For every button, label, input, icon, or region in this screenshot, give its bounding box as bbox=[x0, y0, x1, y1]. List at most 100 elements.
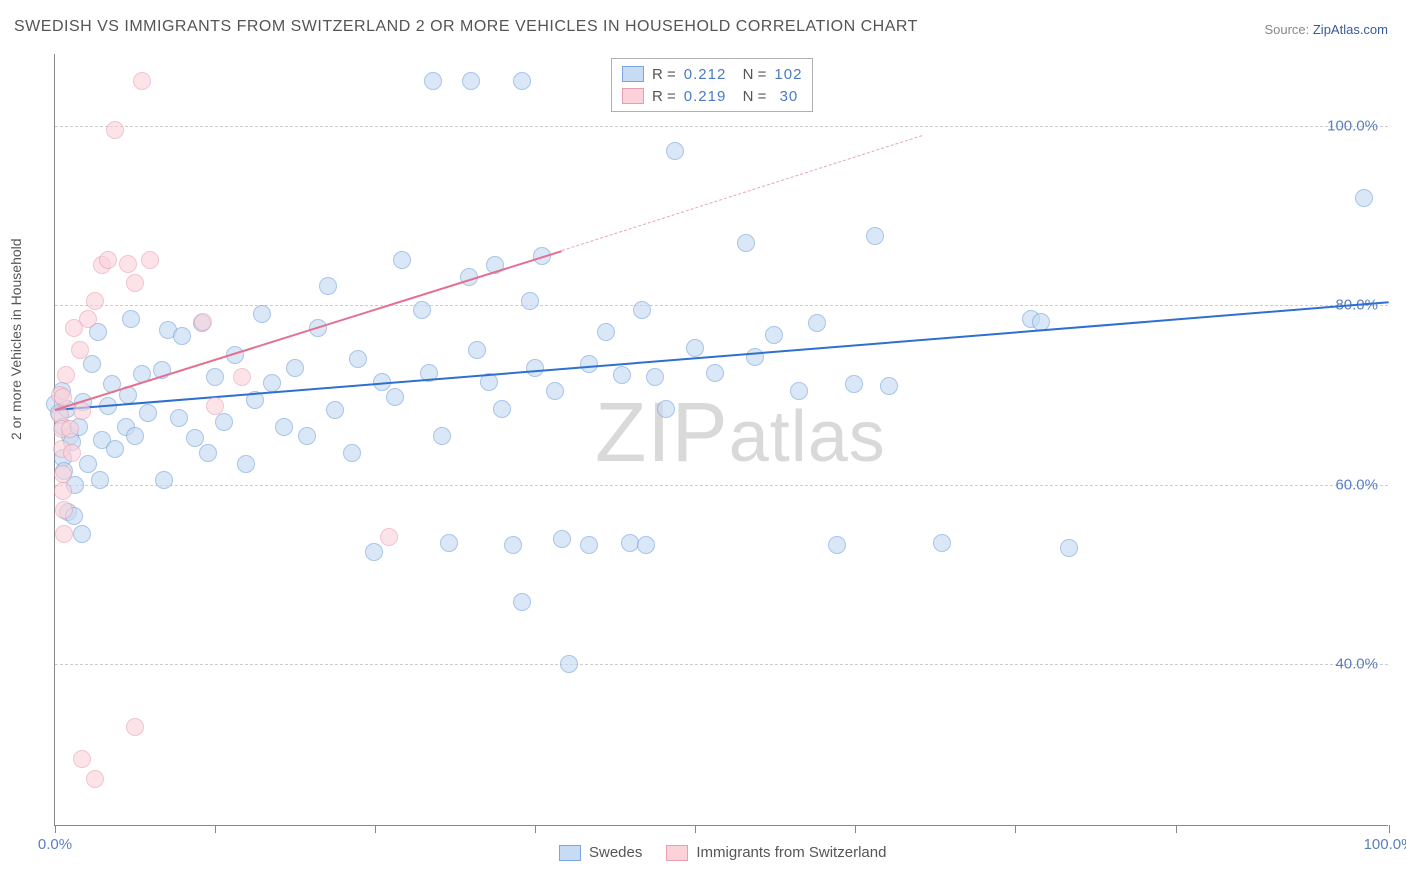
data-point bbox=[170, 409, 188, 427]
data-point bbox=[521, 292, 539, 310]
data-point bbox=[580, 355, 598, 373]
data-point bbox=[808, 314, 826, 332]
data-point bbox=[326, 401, 344, 419]
data-point bbox=[55, 525, 73, 543]
xtick bbox=[855, 825, 856, 833]
data-point bbox=[79, 310, 97, 328]
data-point bbox=[613, 366, 631, 384]
data-point bbox=[173, 327, 191, 345]
data-point bbox=[286, 359, 304, 377]
data-point bbox=[845, 375, 863, 393]
legend-item: Immigrants from Switzerland bbox=[666, 844, 886, 861]
data-point bbox=[493, 400, 511, 418]
data-point bbox=[349, 350, 367, 368]
data-point bbox=[386, 388, 404, 406]
data-point bbox=[83, 355, 101, 373]
data-point bbox=[513, 593, 531, 611]
data-point bbox=[380, 528, 398, 546]
data-point bbox=[298, 427, 316, 445]
data-point bbox=[55, 501, 73, 519]
data-point bbox=[91, 471, 109, 489]
plot-area: ZIPatlas 40.0%60.0%80.0%100.0%0.0%100.0%… bbox=[54, 54, 1388, 826]
data-point bbox=[86, 292, 104, 310]
data-point bbox=[597, 323, 615, 341]
data-point bbox=[433, 427, 451, 445]
data-point bbox=[253, 305, 271, 323]
legend-label: Immigrants from Switzerland bbox=[696, 844, 886, 861]
data-point bbox=[122, 310, 140, 328]
data-point bbox=[468, 341, 486, 359]
data-point bbox=[686, 339, 704, 357]
xtick bbox=[1389, 825, 1390, 833]
data-point bbox=[440, 534, 458, 552]
source-link[interactable]: ZipAtlas.com bbox=[1313, 22, 1388, 37]
data-point bbox=[155, 471, 173, 489]
data-point bbox=[206, 397, 224, 415]
data-point bbox=[828, 536, 846, 554]
data-point bbox=[424, 72, 442, 90]
data-point bbox=[73, 525, 91, 543]
xtick-label: 0.0% bbox=[38, 836, 72, 853]
data-point bbox=[462, 72, 480, 90]
data-point bbox=[513, 72, 531, 90]
data-point bbox=[233, 368, 251, 386]
xtick bbox=[1015, 825, 1016, 833]
data-point bbox=[237, 455, 255, 473]
data-point bbox=[343, 444, 361, 462]
source-label: Source: ZipAtlas.com bbox=[1264, 22, 1388, 37]
gridline bbox=[55, 485, 1388, 486]
data-point bbox=[57, 366, 75, 384]
data-point bbox=[790, 382, 808, 400]
data-point bbox=[546, 382, 564, 400]
data-point bbox=[73, 750, 91, 768]
data-point bbox=[106, 121, 124, 139]
xtick bbox=[215, 825, 216, 833]
ytick-label: 40.0% bbox=[1335, 656, 1378, 673]
data-point bbox=[54, 465, 72, 483]
data-point bbox=[215, 413, 233, 431]
gridline bbox=[55, 664, 1388, 665]
xtick bbox=[55, 825, 56, 833]
data-point bbox=[126, 427, 144, 445]
data-point bbox=[119, 255, 137, 273]
legend-series: Swedes Immigrants from Switzerland bbox=[559, 844, 886, 861]
xtick bbox=[375, 825, 376, 833]
data-point bbox=[657, 400, 675, 418]
data-point bbox=[504, 536, 522, 554]
xtick-label: 100.0% bbox=[1364, 836, 1406, 853]
data-point bbox=[275, 418, 293, 436]
xtick bbox=[695, 825, 696, 833]
data-point bbox=[1060, 539, 1078, 557]
data-point bbox=[141, 251, 159, 269]
data-point bbox=[54, 482, 72, 500]
data-point bbox=[1355, 189, 1373, 207]
legend-swatch bbox=[666, 845, 688, 861]
data-point bbox=[637, 536, 655, 554]
ytick-label: 60.0% bbox=[1335, 476, 1378, 493]
data-point bbox=[99, 251, 117, 269]
legend-swatch bbox=[622, 66, 644, 82]
data-point bbox=[139, 404, 157, 422]
legend-item: Swedes bbox=[559, 844, 642, 861]
data-point bbox=[580, 536, 598, 554]
data-point bbox=[1032, 313, 1050, 331]
data-point bbox=[737, 234, 755, 252]
legend-swatch bbox=[559, 845, 581, 861]
data-point bbox=[933, 534, 951, 552]
ytick-label: 100.0% bbox=[1327, 117, 1378, 134]
data-point bbox=[79, 455, 97, 473]
data-point bbox=[880, 377, 898, 395]
data-point bbox=[365, 543, 383, 561]
xtick bbox=[535, 825, 536, 833]
data-point bbox=[666, 142, 684, 160]
data-point bbox=[73, 402, 91, 420]
legend-label: Swedes bbox=[589, 844, 642, 861]
data-point bbox=[553, 530, 571, 548]
data-point bbox=[560, 655, 578, 673]
data-point bbox=[206, 368, 224, 386]
data-point bbox=[263, 374, 281, 392]
chart-title: SWEDISH VS IMMIGRANTS FROM SWITZERLAND 2… bbox=[14, 18, 918, 36]
data-point bbox=[526, 359, 544, 377]
data-point bbox=[646, 368, 664, 386]
data-point bbox=[106, 440, 124, 458]
